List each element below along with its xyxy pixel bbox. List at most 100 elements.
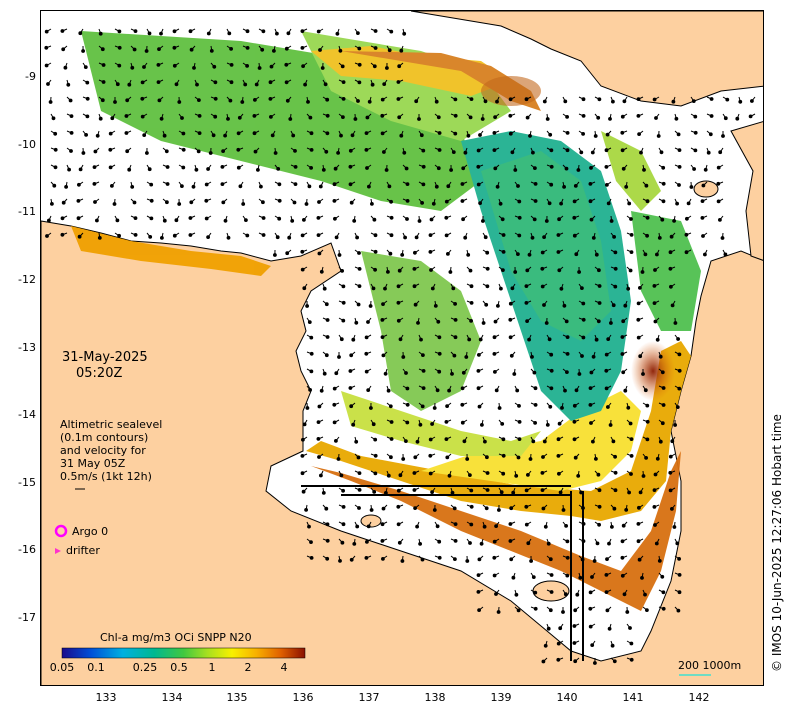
velocity-arrow-head <box>499 286 503 291</box>
velocity-arrow-head <box>236 165 241 170</box>
velocity-arrow-head <box>493 166 498 171</box>
velocity-arrow-head <box>416 321 420 325</box>
velocity-arrow-head <box>305 406 310 410</box>
velocity-arrow-head <box>621 370 626 375</box>
velocity-arrow-head <box>659 150 664 155</box>
velocity-arrow-head <box>357 267 362 271</box>
velocity-arrow-head <box>716 181 721 186</box>
velocity-arrow-head <box>561 508 566 512</box>
velocity-arrow-head <box>460 420 465 425</box>
velocity-arrow-head <box>725 97 730 102</box>
velocity-arrow-head <box>415 439 420 444</box>
velocity-arrow-head <box>517 404 521 408</box>
velocity-arrow-head <box>125 98 130 103</box>
velocity-arrow-head <box>177 202 182 206</box>
velocity-arrow-head <box>356 99 360 103</box>
velocity-arrow-head <box>544 219 549 223</box>
velocity-arrow-head <box>206 235 211 240</box>
velocity-arrow-head <box>556 437 561 442</box>
map-frame[interactable] <box>40 10 764 686</box>
velocity-arrow-head <box>373 233 378 238</box>
velocity-arrow-head <box>596 115 601 120</box>
velocity-arrow-head <box>613 470 618 475</box>
velocity-arrow-head <box>245 64 250 68</box>
velocity-arrow-head <box>677 148 682 153</box>
velocity-arrow-head <box>636 317 641 322</box>
velocity-arrow-head <box>332 402 337 407</box>
velocity-arrow-head <box>529 559 534 563</box>
velocity-arrow-head <box>461 166 466 171</box>
velocity-arrow-head <box>412 267 417 271</box>
velocity-arrow-head <box>180 184 184 189</box>
velocity-arrow-head <box>260 47 265 52</box>
velocity-arrow-head <box>300 46 305 50</box>
velocity-arrow-head <box>300 249 305 254</box>
velocity-arrow-head <box>387 184 392 189</box>
velocity-arrow-head <box>581 301 586 306</box>
velocity-arrow-head <box>366 388 371 393</box>
velocity-arrow-head <box>677 557 681 561</box>
velocity-arrow-head <box>605 132 610 137</box>
velocity-arrow-head <box>542 439 547 444</box>
velocity-arrow-head <box>627 490 631 495</box>
velocity-arrow-head <box>572 641 577 645</box>
velocity-arrow-head <box>303 82 308 87</box>
velocity-arrow-head <box>396 97 401 101</box>
velocity-arrow-head <box>124 114 129 118</box>
velocity-arrow-head <box>527 337 532 342</box>
velocity-arrow-head <box>556 641 561 646</box>
velocity-arrow-head <box>517 215 522 220</box>
velocity-arrow-head <box>628 626 632 630</box>
velocity-arrow-head <box>124 131 129 135</box>
velocity-arrow-head <box>463 150 468 155</box>
velocity-arrow-head <box>421 386 426 391</box>
velocity-arrow-head <box>718 150 723 155</box>
velocity-arrow-head <box>309 148 314 152</box>
velocity-arrow-head <box>288 117 293 121</box>
velocity-arrow-head <box>485 266 490 271</box>
velocity-arrow-head <box>117 45 122 50</box>
velocity-arrow-head <box>364 148 369 152</box>
velocity-arrow-head <box>661 590 666 595</box>
velocity-arrow-head <box>149 216 154 221</box>
velocity-arrow-head <box>368 304 373 308</box>
velocity-arrow-head <box>172 233 177 238</box>
velocity-arrow-head <box>220 182 225 187</box>
velocity-arrow-head <box>460 386 465 391</box>
velocity-arrow-head <box>77 234 82 239</box>
velocity-arrow-head <box>453 318 458 322</box>
velocity-arrow-head <box>238 184 243 189</box>
velocity-arrow-head <box>389 437 394 441</box>
velocity-arrow-head <box>478 133 482 137</box>
velocity-arrow-head <box>575 592 580 597</box>
velocity-arrow-head <box>339 473 344 478</box>
velocity-arrow-head <box>332 199 337 203</box>
velocity-arrow-head <box>268 97 273 101</box>
velocity-arrow-head <box>464 355 469 359</box>
velocity-arrow-head <box>629 472 633 476</box>
velocity-arrow-head <box>621 523 626 528</box>
velocity-arrow-head <box>511 490 516 495</box>
velocity-arrow-head <box>480 423 484 427</box>
velocity-arrow-head <box>401 355 406 359</box>
velocity-arrow-head <box>430 422 435 426</box>
velocity-arrow-head <box>221 200 226 205</box>
velocity-arrow-head <box>685 216 689 221</box>
velocity-arrow-head <box>581 132 585 136</box>
velocity-arrow-head <box>366 320 370 324</box>
velocity-arrow-head <box>556 657 561 662</box>
velocity-arrow-head <box>130 65 135 70</box>
velocity-arrow-head <box>526 473 530 477</box>
velocity-arrow-head <box>508 113 513 118</box>
velocity-arrow-head <box>636 114 641 118</box>
velocity-arrow-head <box>449 168 454 172</box>
velocity-arrow-head <box>557 268 562 273</box>
velocity-arrow-head <box>496 610 501 614</box>
velocity-arrow-head <box>677 183 681 187</box>
colorbar-tick-label: 0.25 <box>132 661 158 674</box>
velocity-arrow-head <box>510 150 515 155</box>
velocity-arrow-head <box>612 506 617 511</box>
velocity-arrow-head <box>433 304 438 308</box>
velocity-arrow-head <box>549 182 554 187</box>
velocity-arrow-head <box>541 659 546 664</box>
